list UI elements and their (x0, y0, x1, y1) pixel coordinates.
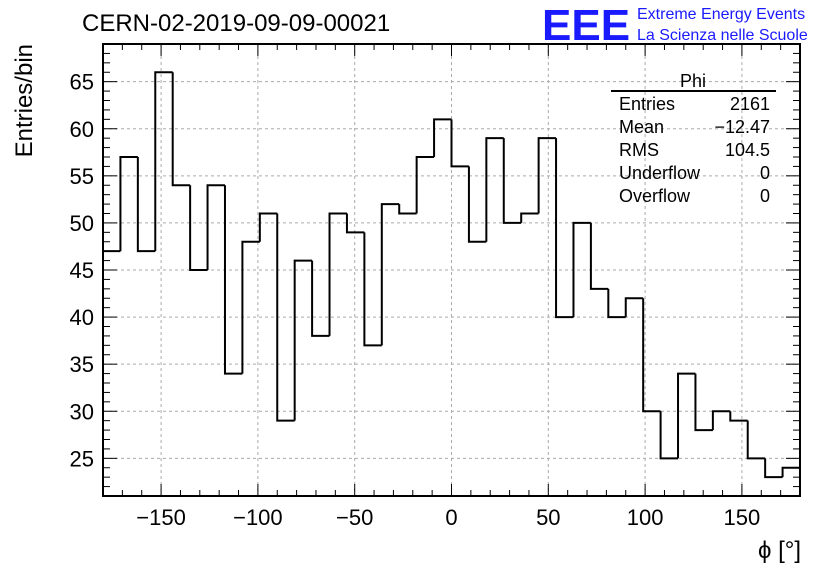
stats-value-rms: 104.5 (725, 140, 770, 160)
histogram-bin (258, 212, 278, 242)
histogram-bin (764, 458, 783, 479)
y-tick-label: 45 (70, 258, 94, 283)
y-tick-label: 35 (70, 352, 94, 377)
histogram-bin (502, 138, 522, 224)
histogram-bin (642, 298, 661, 413)
logo-line-1: Extreme Energy Events (637, 6, 805, 23)
histogram-bin (572, 221, 591, 318)
histogram-bin (677, 372, 696, 459)
y-tick-label: 55 (70, 164, 94, 189)
histogram-bin (659, 411, 679, 460)
histogram-bin (485, 137, 504, 242)
y-tick-label: 65 (70, 70, 94, 95)
histogram-bin (189, 185, 208, 271)
stats-value-mean: −12.47 (714, 117, 770, 137)
histogram-bin (624, 297, 644, 318)
histogram-bin (363, 232, 382, 347)
histogram-bin (520, 212, 539, 223)
stats-value-underflow: 0 (760, 163, 770, 183)
histogram-bin (467, 166, 487, 243)
histogram-bin (311, 260, 330, 337)
histogram-bin (415, 156, 435, 214)
histogram-bin (241, 240, 260, 374)
eee-logo-mark: EEE (542, 1, 630, 50)
histogram-bin (711, 410, 731, 431)
stats-label-underflow: Underflow (619, 163, 701, 183)
stats-label-mean: Mean (619, 117, 664, 137)
x-tick-label: −100 (233, 505, 283, 530)
x-tick-label: 0 (445, 505, 457, 530)
stats-label-rms: RMS (619, 140, 659, 160)
histogram-bin (781, 466, 800, 478)
histogram-bin (555, 138, 574, 319)
histogram-bin (345, 213, 365, 234)
histogram-bin (136, 157, 156, 253)
stats-value-entries: 2161 (730, 94, 770, 114)
histogram-bin (694, 373, 713, 432)
y-tick-label: 25 (70, 446, 94, 471)
y-axis-label: Entries/bin (11, 44, 38, 157)
histogram-bin (537, 137, 557, 214)
x-tick-label: 150 (724, 505, 761, 530)
x-axis-label: ϕ [°] (758, 537, 801, 564)
x-tick-label: −150 (136, 505, 186, 530)
histogram-bin (433, 118, 452, 157)
y-tick-label: 40 (70, 305, 94, 330)
histogram-bin (729, 411, 748, 422)
histogram-bin (154, 71, 173, 252)
histogram-bin (607, 288, 626, 319)
stats-label-entries: Entries (619, 94, 675, 114)
histogram-bin (450, 119, 469, 168)
histogram-bin (206, 184, 225, 270)
histogram-bin (746, 420, 766, 460)
y-axis-ticks: 25 30 35 40 45 50 55 60 65 (70, 52, 800, 488)
histogram-bin (276, 213, 295, 422)
y-tick-label: 30 (70, 399, 94, 424)
stats-label-overflow: Overflow (619, 186, 691, 206)
x-tick-label: 50 (536, 505, 560, 530)
stats-box: Phi Entries 2161 Mean −12.47 RMS 104.5 U… (611, 71, 776, 206)
histogram-bin (328, 212, 347, 336)
chart-title: CERN-02-2019-09-09-00021 (82, 10, 390, 37)
histogram-bin (398, 204, 417, 215)
histogram-bin (293, 259, 313, 421)
histogram-bin (223, 185, 243, 375)
y-tick-label: 60 (70, 117, 94, 142)
stats-title: Phi (680, 71, 706, 91)
y-tick-label: 50 (70, 211, 94, 236)
x-tick-label: 100 (627, 505, 664, 530)
histogram-bin (380, 203, 400, 346)
logo-line-2: La Scienza nelle Scuole (637, 27, 808, 44)
histogram-bin (119, 156, 138, 252)
x-tick-label: −50 (336, 505, 373, 530)
x-axis-ticks: −150 −100 −50 0 50 100 150 (102, 44, 801, 530)
histogram-bin (589, 222, 609, 290)
stats-value-overflow: 0 (760, 186, 770, 206)
histogram-bin (171, 72, 191, 187)
